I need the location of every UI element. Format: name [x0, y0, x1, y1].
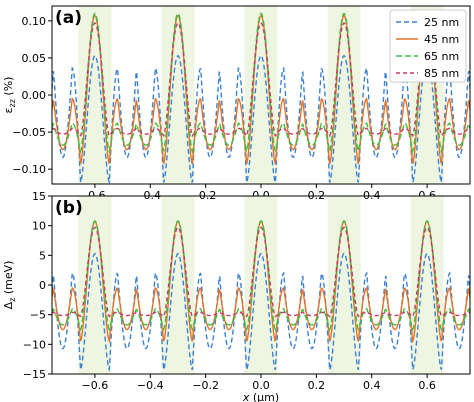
series-line-45-nm [52, 14, 470, 165]
x-tick-label: 0.0 [252, 379, 270, 392]
y-tick-label: 0.05 [22, 52, 47, 65]
x-tick-label: 0.6 [418, 379, 436, 392]
legend-entry: 45 nm [424, 33, 459, 46]
y-tick-label: 0.00 [22, 89, 47, 102]
y-tick-label: −0.05 [12, 126, 46, 139]
x-tick-label: −0.4 [137, 379, 164, 392]
panel-label: (a) [55, 8, 82, 28]
panel-label: (b) [55, 198, 83, 218]
series-line-65-nm [52, 12, 470, 155]
y-tick-label: −15 [23, 368, 46, 381]
y-tick-label: 10 [32, 220, 46, 233]
y-tick-label: −10 [23, 338, 46, 351]
x-tick-label: −0.2 [192, 379, 219, 392]
series-line-85-nm [52, 22, 470, 138]
legend [389, 9, 467, 83]
panel-b: −0.6 −0.4 −0.2 0.0 0.2 0.4 0.6 15 10 5 0 −5 −10 −15 Δz… [2, 190, 471, 402]
y-tick-label: 5 [39, 249, 46, 262]
legend-entry: 65 nm [424, 50, 459, 63]
shaded-band [161, 6, 195, 184]
series-line-65-nm [52, 220, 470, 332]
series-line-85-nm [52, 226, 470, 318]
x-axis-label: x (μm) [242, 391, 279, 402]
legend-entry: 85 nm [424, 67, 459, 80]
y-tick-label: 15 [32, 190, 46, 203]
x-tick-label: 0.4 [363, 379, 381, 392]
legend-entry: 25 nm [424, 16, 459, 29]
y-axis-label: Δz (meV) [2, 261, 17, 310]
x-tick-label: 0.2 [308, 379, 326, 392]
y-axis-label: εzz (%) [2, 77, 17, 114]
shaded-band [327, 6, 361, 184]
x-tick-label: −0.6 [82, 379, 109, 392]
y-tick-label: 0.10 [22, 15, 47, 28]
panel-a: -0.6 -0.4 -0.2 0.0 0.2 0.4 0.60.100.050.00−0.0… [2, 5, 471, 202]
y-tick-label: −5 [30, 309, 46, 322]
y-tick-label: −0.10 [12, 163, 46, 176]
y-tick-label: 0 [39, 279, 46, 292]
shaded-band [244, 6, 278, 184]
